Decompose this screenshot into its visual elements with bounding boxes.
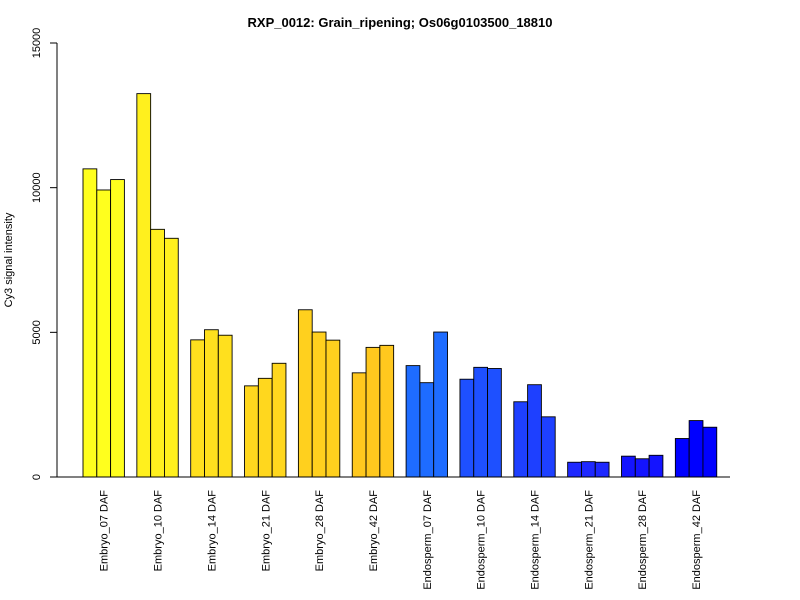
category-label: Endosperm_28 DAF: [637, 490, 649, 590]
category-label: Endosperm_42 DAF: [691, 490, 703, 590]
chart-title: RXP_0012: Grain_ripening; Os06g0103500_1…: [248, 15, 553, 30]
bar: [487, 368, 502, 478]
bar: [527, 384, 542, 478]
category-label: Endosperm_07 DAF: [422, 490, 434, 590]
bar: [688, 420, 704, 478]
y-axis: 0 5000 10000 15000: [31, 28, 58, 480]
bar: [325, 339, 341, 478]
bar: [82, 168, 98, 478]
bar: [567, 461, 582, 478]
category-label: Endosperm_14 DAF: [530, 490, 542, 590]
y-axis-label: Cy3 signal intensity: [3, 212, 15, 307]
bar: [473, 366, 489, 478]
bar: [257, 377, 273, 478]
bar: [190, 339, 205, 478]
bar: [621, 455, 636, 478]
bar: [311, 331, 327, 478]
bar: [244, 385, 259, 478]
bar: [634, 458, 650, 478]
category-label: Embryo_14 DAF: [206, 490, 218, 572]
bar: [513, 401, 529, 478]
bar: [136, 93, 152, 478]
category-label: Endosperm_10 DAF: [476, 490, 488, 590]
category-labels: Embryo_07 DAF Embryo_10 DAF Embryo_14 DAF E…: [99, 490, 703, 590]
y-tick-label: 0: [31, 474, 43, 480]
bar: [433, 331, 448, 478]
category-label: Endosperm_21 DAF: [583, 490, 595, 590]
bar: [297, 309, 313, 478]
bar: [365, 346, 381, 478]
bar: [459, 378, 475, 478]
category-label: Embryo_07 DAF: [99, 490, 111, 572]
bar: [581, 461, 596, 478]
bar: [150, 228, 165, 478]
bar: [96, 189, 112, 478]
bar: [217, 334, 233, 478]
category-label: Embryo_28 DAF: [314, 490, 326, 572]
category-label: Embryo_42 DAF: [368, 490, 380, 572]
category-label: Embryo_21 DAF: [260, 490, 272, 572]
bar: [594, 461, 610, 478]
bar: [204, 329, 219, 478]
bar: [405, 365, 421, 478]
bar: [648, 454, 664, 478]
y-tick-label: 10000: [31, 172, 43, 203]
bar: [110, 179, 125, 478]
bar: [271, 362, 287, 478]
bar: [540, 416, 556, 478]
bar: [419, 382, 435, 478]
y-tick-label: 15000: [31, 28, 43, 59]
y-tick-label: 5000: [31, 320, 43, 344]
bar: [379, 344, 395, 478]
bars-group: [82, 93, 718, 478]
bar: [702, 426, 718, 478]
category-label: Embryo_10 DAF: [153, 490, 165, 572]
bar: [351, 372, 367, 478]
bar: [163, 237, 179, 478]
bar: [674, 438, 690, 478]
